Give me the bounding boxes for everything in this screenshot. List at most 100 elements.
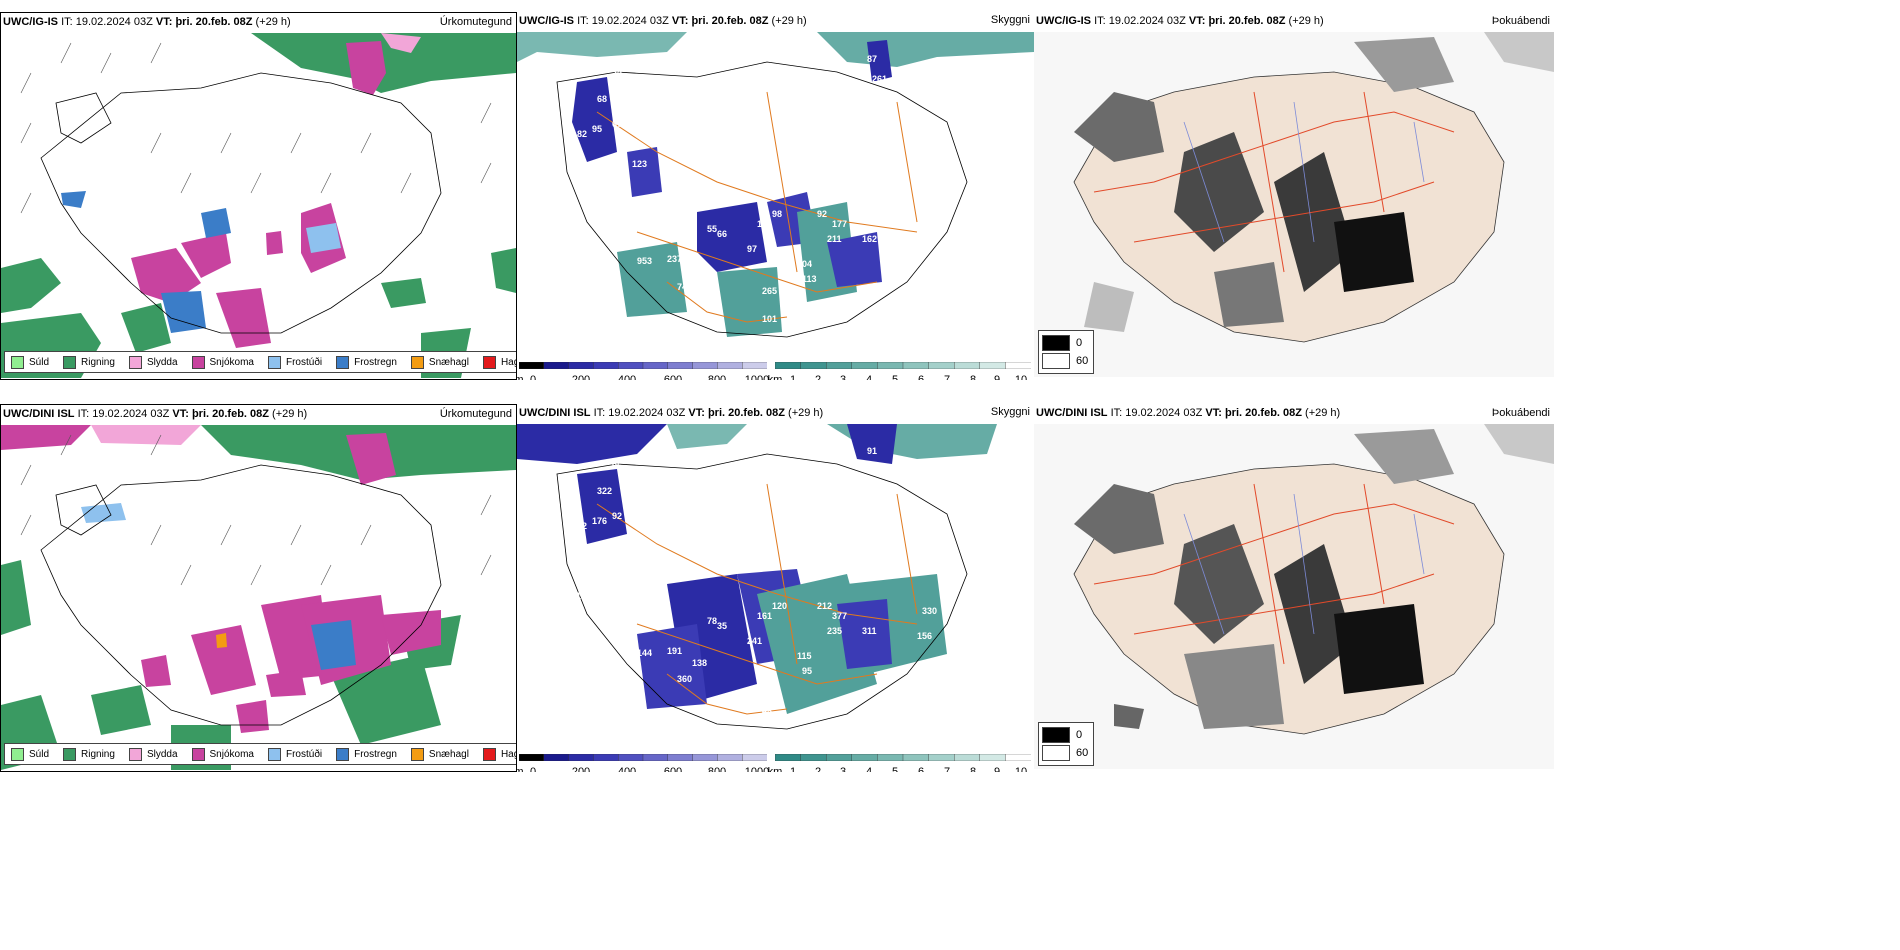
visibility-value-label: 261 [872, 74, 887, 84]
colorbar-distance: km 1 2 3 4 5 6 7 8 9 10 [768, 748, 1032, 772]
visibility-value-label: 67 [612, 119, 622, 129]
visibility-value-label: 105 [597, 584, 612, 594]
visibility-value-label: 116 [757, 219, 772, 229]
visibility-value-label: 88 [872, 466, 882, 476]
legend-swatch [191, 355, 205, 369]
colorbar-distance-gradient [774, 361, 1032, 370]
visibility-value-label: 120 [587, 334, 602, 344]
precip-type-panel-top: UWC/IG-IS IT: 19.02.2024 03Z VT: þri. 20… [0, 12, 517, 380]
visibility-value-label: 82 [577, 129, 587, 139]
visibility-value-label: 162 [862, 234, 877, 244]
precip-type-legend: Súld Rigning Slydda Snjókoma Frostúði Fr… [4, 743, 516, 765]
legend-swatch [191, 747, 205, 761]
panel-header: UWC/IG-IS IT: 19.02.2024 03Z VT: þri. 20… [3, 16, 291, 28]
colorbar-segment [1005, 753, 1032, 762]
visibility-value-label: 104 [797, 259, 812, 269]
fog-index-map [1034, 424, 1554, 769]
legend-swatch [128, 355, 142, 369]
panel-title: Þokuábendi [1491, 15, 1550, 27]
panel-header: UWC/DINI ISL IT: 19.02.2024 03Z VT: þri.… [519, 407, 824, 419]
panel-header: UWC/DINI ISL IT: 19.02.2024 03Z VT: þri.… [3, 408, 308, 420]
fog-legend-item-60: 60 [1042, 744, 1090, 762]
legend-item-snaehagl: Snæhagl [410, 355, 469, 369]
colorbar-segment [774, 361, 802, 370]
colorbar-segment [953, 361, 981, 370]
legend-item-slydda: Slydda [128, 747, 178, 761]
colorbar-segment [543, 753, 570, 762]
colorbar-segment [692, 753, 719, 762]
visibility-value-label: 74 [677, 282, 687, 292]
colorbar-segment [568, 753, 595, 762]
colorbar-segment [902, 753, 930, 762]
panel-header: UWC/IG-IS IT: 19.02.2024 03Z VT: þri. 20… [1036, 15, 1324, 27]
visibility-value-label: 94 [602, 701, 612, 711]
visibility-value-label: 115 [797, 651, 812, 661]
visibility-value-label: 73 [652, 119, 662, 129]
legend-item-frostudi: Frostúði [267, 747, 322, 761]
legend-swatch [11, 747, 24, 761]
legend-item-frostudi: Frostúði [267, 355, 322, 369]
legend-swatch [336, 747, 350, 761]
visibility-value-label: 78 [762, 678, 772, 688]
colorbar-segment [667, 361, 694, 370]
precip-map [1, 33, 516, 378]
colorbar-segment [593, 361, 619, 370]
legend-item-sudl: Súld [11, 355, 49, 369]
colorbar-segment [800, 753, 827, 762]
visibility-value-label: 97 [747, 244, 757, 254]
colorbar-segment [1005, 361, 1032, 370]
legend-item-slydda: Slydda [128, 355, 178, 369]
visibility-value-label: 161 [757, 611, 772, 621]
colorbar-segment [928, 753, 955, 762]
visibility-value-label: 330 [922, 606, 937, 616]
visibility-value-label: 98 [772, 209, 782, 219]
visibility-value-label: 87 [867, 54, 877, 64]
fog-legend-item-0: 0 [1042, 726, 1090, 744]
colorbar-segment [667, 753, 694, 762]
visibility-value-label: 156 [917, 631, 932, 641]
visibility-value-label: 311 [862, 626, 877, 636]
visibility-value-label: 120 [772, 601, 787, 611]
panel-header: UWC/DINI ISL IT: 19.02.2024 03Z VT: þri.… [1036, 407, 1341, 419]
legend-swatch [482, 355, 496, 369]
legend-item-snaehagl: Snæhagl [410, 747, 469, 761]
visibility-value-label: 211 [827, 234, 842, 244]
precip-type-panel-bottom: UWC/DINI ISL IT: 19.02.2024 03Z VT: þri.… [0, 404, 517, 772]
colorbar-segment [518, 361, 545, 370]
legend-item-frostregn: Frostregn [336, 747, 397, 761]
colorbar-segment [877, 753, 904, 762]
visibility-value-label: 73 [612, 69, 622, 79]
visibility-value-label: 85 [637, 491, 647, 501]
visibility-value-label: 176 [592, 516, 607, 526]
visibility-value-label: 241 [747, 636, 762, 646]
visibility-value-label: 165 [587, 726, 602, 736]
fog-index-legend: 0 60 [1038, 330, 1094, 374]
visibility-value-label: 212 [817, 601, 832, 611]
panel-title: Úrkomutegund [439, 16, 512, 28]
legend-item-snjokoma: Snjókoma [191, 747, 254, 761]
legend-swatch [1042, 745, 1070, 761]
visibility-value-label: 69 [587, 586, 597, 596]
panel-title: Skyggni [990, 406, 1030, 418]
fog-legend-item-60: 60 [1042, 352, 1090, 370]
precip-type-legend: Súld Rigning Slydda Snjókoma Frostúði Fr… [4, 351, 516, 373]
visibility-value-label: 91 [867, 446, 877, 456]
colorbar-segment [851, 361, 879, 370]
visibility-value-label: 90 [692, 266, 702, 276]
visibility-value-label: 92 [817, 209, 827, 219]
colorbar-segment [717, 753, 743, 762]
visibility-panel-bottom: UWC/DINI ISL IT: 19.02.2024 03Z VT: þri.… [517, 404, 1034, 772]
colorbar-distance: km 1 2 3 4 5 6 7 8 9 10 [767, 356, 1032, 380]
legend-item-sudl: Súld [11, 747, 49, 761]
colorbar-segment [979, 361, 1007, 370]
fog-index-legend: 0 60 [1038, 722, 1094, 766]
colorbar-distance-ticks: km 1 2 3 4 5 6 7 8 9 10 [767, 374, 1028, 380]
panel-title: Skyggni [990, 14, 1030, 26]
visibility-value-label: 53 [597, 192, 607, 202]
colorbar-segment [543, 361, 570, 370]
legend-swatch [1042, 335, 1070, 351]
visibility-value-label: 78 [707, 616, 717, 626]
